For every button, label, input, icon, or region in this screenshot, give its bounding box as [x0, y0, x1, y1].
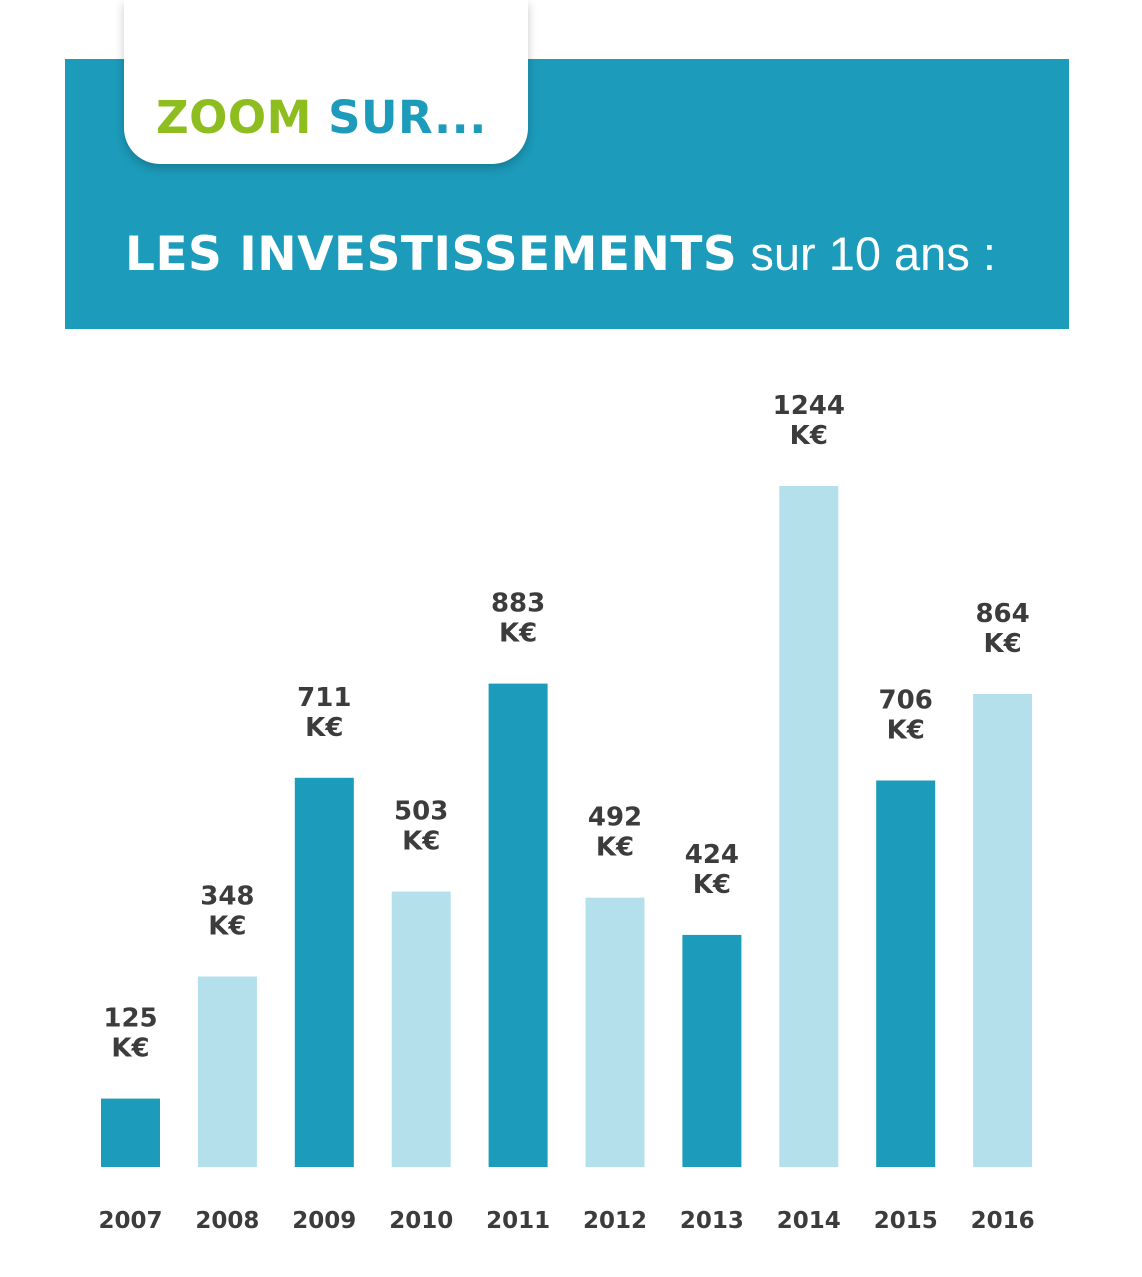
unit-label-2012: K€ — [596, 833, 634, 863]
bar-2015 — [876, 780, 936, 1167]
bar-2009 — [294, 777, 354, 1167]
unit-label-2015: K€ — [887, 716, 925, 746]
bar-2014 — [779, 486, 839, 1167]
unit-label-2008: K€ — [208, 912, 246, 942]
value-label-2015: 706 — [879, 686, 933, 716]
bar-2010 — [391, 891, 451, 1167]
year-label-2014: 2014 — [777, 1208, 841, 1234]
year-label-2013: 2013 — [680, 1208, 744, 1234]
bar-2008 — [197, 976, 257, 1167]
zoom-tab — [124, 0, 528, 164]
unit-label-2007: K€ — [111, 1034, 149, 1064]
bar-2016 — [973, 694, 1033, 1167]
unit-label-2009: K€ — [305, 713, 343, 743]
year-label-2015: 2015 — [874, 1208, 938, 1234]
sur-word: SUR... — [328, 91, 487, 144]
year-label-2008: 2008 — [195, 1208, 259, 1234]
bar-2007 — [101, 1098, 160, 1167]
year-label-2007: 2007 — [98, 1208, 162, 1234]
value-label-2012: 492 — [588, 803, 642, 833]
zoom-word: ZOOM — [156, 91, 312, 144]
chart-title-bold: LES INVESTISSEMENTS — [125, 227, 738, 282]
bar-2011 — [488, 683, 548, 1167]
unit-label-2011: K€ — [499, 619, 537, 649]
value-label-2007: 125 — [103, 1004, 157, 1034]
bar-2013 — [682, 934, 742, 1167]
bar-2012 — [585, 897, 645, 1167]
chart-title: LES INVESTISSEMENTS sur 10 ans : — [125, 226, 996, 283]
year-label-2012: 2012 — [583, 1208, 647, 1234]
unit-label-2013: K€ — [693, 870, 731, 900]
value-label-2011: 883 — [491, 589, 545, 619]
value-label-2013: 424 — [685, 840, 739, 870]
value-label-2016: 864 — [975, 599, 1029, 629]
year-label-2009: 2009 — [292, 1208, 356, 1234]
value-label-2009: 711 — [297, 683, 351, 713]
chart-title-light: sur 10 ans : — [750, 227, 996, 280]
value-label-2014: 1244 — [773, 391, 845, 421]
year-label-2010: 2010 — [389, 1208, 453, 1234]
year-label-2016: 2016 — [971, 1208, 1035, 1234]
year-label-2011: 2011 — [486, 1208, 550, 1234]
unit-label-2010: K€ — [402, 827, 440, 857]
unit-label-2016: K€ — [983, 629, 1021, 659]
unit-label-2014: K€ — [790, 421, 828, 451]
value-label-2010: 503 — [394, 797, 448, 827]
value-label-2008: 348 — [200, 882, 254, 912]
zoom-heading: ZOOM SUR... — [156, 92, 487, 144]
